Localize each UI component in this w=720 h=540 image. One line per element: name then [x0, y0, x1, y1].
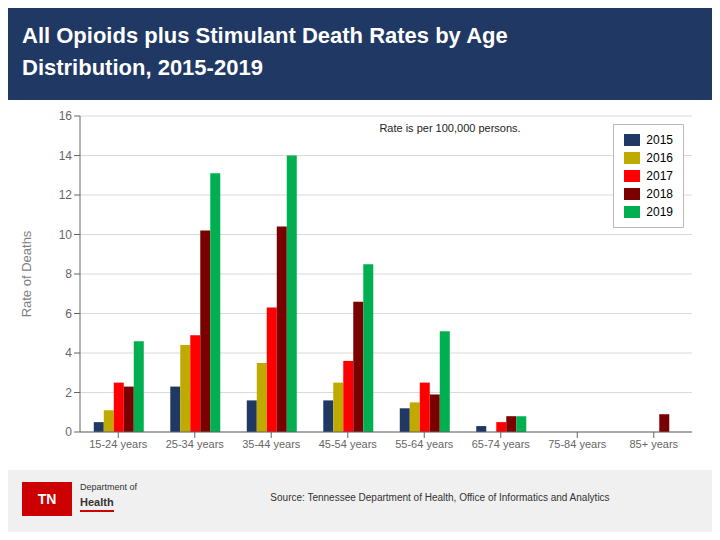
html-text:TN: TN — [37, 491, 57, 507]
svg-text:2: 2 — [65, 386, 72, 400]
svg-text:16: 16 — [59, 109, 73, 123]
svg-text:25-34 years: 25-34 years — [166, 438, 225, 450]
html-text:All Opioids plus Stimulant Dea: All Opioids plus Stimulant Death Rates b… — [22, 23, 508, 48]
html-text:2017: 2017 — [646, 169, 673, 183]
svg-text:Rate of Deaths: Rate of Deaths — [19, 230, 34, 317]
html-text:2016: 2016 — [646, 151, 673, 165]
html-text:2018: 2018 — [646, 187, 673, 201]
svg-text:65-74 years: 65-74 years — [472, 438, 531, 450]
svg-text:85+ years: 85+ years — [629, 438, 678, 450]
svg-text:45-54 years: 45-54 years — [319, 438, 378, 450]
html-text:Health: Health — [80, 496, 114, 508]
svg-text:35-44 years: 35-44 years — [242, 438, 301, 450]
svg-text:14: 14 — [59, 149, 73, 163]
html-text:2019: 2019 — [646, 205, 673, 219]
svg-text:55-64 years: 55-64 years — [395, 438, 454, 450]
svg-text:0: 0 — [65, 425, 72, 439]
svg-text:10: 10 — [59, 228, 73, 242]
svg-text:8: 8 — [65, 267, 72, 281]
svg-text:6: 6 — [65, 307, 72, 321]
svg-text:4: 4 — [65, 346, 72, 360]
svg-text:12: 12 — [59, 188, 73, 202]
html-text:2015: 2015 — [646, 133, 673, 147]
svg-text:75-84 years: 75-84 years — [548, 438, 607, 450]
svg-text:15-24 years: 15-24 years — [89, 438, 148, 450]
html-text:Source: Tennessee Department o: Source: Tennessee Department of Health, … — [270, 492, 610, 503]
html-text:Distribution, 2015-2019: Distribution, 2015-2019 — [22, 55, 263, 80]
html-text:Department of: Department of — [80, 482, 137, 492]
html-text:Rate is per 100,000 persons.: Rate is per 100,000 persons. — [379, 122, 521, 134]
